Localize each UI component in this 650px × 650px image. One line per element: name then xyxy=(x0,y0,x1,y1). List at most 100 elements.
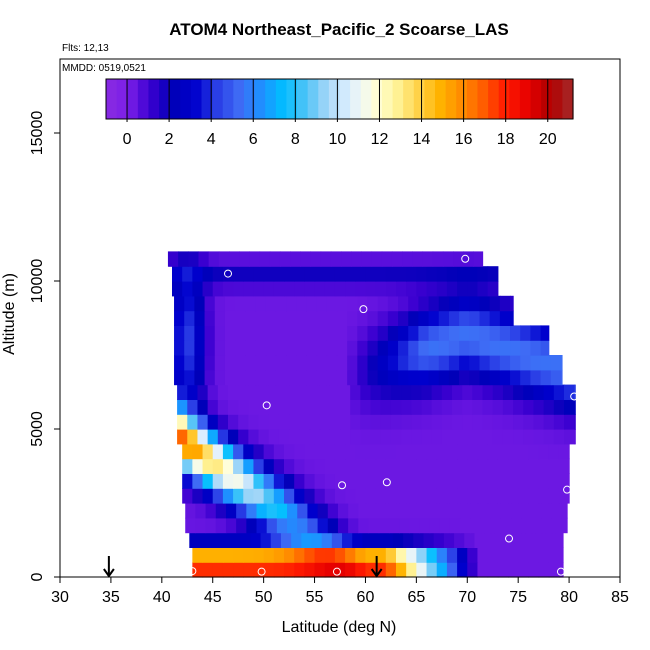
heatmap-cell xyxy=(233,562,244,578)
heatmap-cell xyxy=(299,384,311,400)
heatmap-cell xyxy=(452,414,463,430)
heatmap-cell xyxy=(273,443,285,460)
heatmap-cell xyxy=(275,325,287,341)
heatmap-cell xyxy=(390,384,402,400)
heatmap-cell xyxy=(214,325,226,341)
heatmap-cell xyxy=(178,251,189,267)
heatmap-cell xyxy=(523,429,535,445)
heatmap-cell xyxy=(401,414,412,430)
colorbar-segment xyxy=(201,79,213,119)
heatmap-cell xyxy=(246,517,258,534)
heatmap-cell xyxy=(273,281,285,297)
heatmap-cell xyxy=(304,562,316,578)
colorbar-segment xyxy=(222,79,234,119)
heatmap-cell xyxy=(541,517,553,534)
heatmap-cell xyxy=(273,473,285,489)
heatmap-cell xyxy=(238,399,249,415)
y-tick-label: 0 xyxy=(29,572,46,581)
heatmap-cell xyxy=(375,443,387,460)
heatmap-cell xyxy=(409,517,421,534)
sample-point xyxy=(262,401,271,410)
heatmap-cell xyxy=(385,458,397,474)
heatmap-cell xyxy=(185,503,197,519)
heatmap-cell xyxy=(326,295,338,312)
heatmap-cell xyxy=(436,547,448,563)
heatmap-cell xyxy=(528,547,540,563)
heatmap-cell xyxy=(195,517,207,534)
heatmap-cell xyxy=(385,547,397,563)
heatmap-cell xyxy=(187,414,199,430)
heatmap-cell xyxy=(258,384,270,400)
heatmap-cell xyxy=(545,532,557,548)
heatmap-cell xyxy=(174,355,185,371)
sample-point xyxy=(505,534,514,543)
heatmap-cell xyxy=(199,532,211,548)
heatmap-cell xyxy=(558,562,564,578)
heatmap-cell xyxy=(202,488,214,504)
heatmap-cell xyxy=(212,458,224,474)
heatmap-cell xyxy=(219,532,231,548)
sample-point xyxy=(224,269,232,278)
heatmap-cell xyxy=(284,473,295,489)
heatmap-cell xyxy=(310,251,322,267)
heatmap-cell xyxy=(296,295,307,312)
heatmap-cell xyxy=(215,517,227,534)
heatmap-cell xyxy=(214,295,226,312)
heatmap-cell xyxy=(408,369,419,386)
heatmap-cell xyxy=(182,443,193,460)
heatmap-cell xyxy=(479,355,491,371)
heatmap-cell xyxy=(256,517,268,534)
flight-arrow-icon xyxy=(103,556,115,578)
heatmap-cell xyxy=(202,547,214,563)
heatmap-cell xyxy=(540,369,552,386)
heatmap-cell xyxy=(558,458,570,474)
heatmap-cell xyxy=(561,517,568,534)
heatmap-cell xyxy=(284,547,295,563)
heatmap-cell xyxy=(243,458,255,474)
heatmap-cell xyxy=(233,281,244,297)
heatmap-cell xyxy=(423,532,435,548)
heatmap-cell xyxy=(287,503,298,519)
heatmap-cell xyxy=(387,355,399,371)
heatmap-cell xyxy=(334,443,346,460)
heatmap-cell xyxy=(472,384,484,400)
heatmap-cell xyxy=(574,429,576,445)
heatmap-cell xyxy=(510,340,521,356)
heatmap-cell xyxy=(457,443,468,460)
heatmap-cell xyxy=(246,503,258,519)
heatmap-cell xyxy=(531,517,543,534)
heatmap-cell xyxy=(538,562,550,578)
heatmap-cell xyxy=(357,325,369,341)
heatmap-cell xyxy=(192,547,204,563)
heatmap-cell xyxy=(489,325,501,341)
heatmap-cell xyxy=(513,414,524,430)
colorbar-segment xyxy=(307,79,319,119)
heatmap-cell xyxy=(368,503,380,519)
heatmap-cell xyxy=(309,384,321,400)
colorbar-segment xyxy=(381,79,394,119)
heatmap-cell xyxy=(268,414,280,430)
heatmap-cell xyxy=(380,429,392,445)
colorbar-tick-label: 16 xyxy=(455,131,473,148)
heatmap-cell xyxy=(286,310,297,326)
x-tick-label: 40 xyxy=(153,589,171,606)
heatmap-cell xyxy=(184,310,195,326)
heatmap-cell xyxy=(317,503,329,519)
heatmap-cell xyxy=(235,295,246,312)
heatmap-cell xyxy=(479,310,491,326)
heatmap-cell xyxy=(429,503,441,519)
heatmap-cell xyxy=(256,503,268,519)
colorbar-tick-label: 8 xyxy=(291,131,300,148)
heatmap-cell xyxy=(367,355,379,371)
heatmap-cell xyxy=(307,503,319,519)
heatmap-cell xyxy=(370,429,382,445)
heatmap-cell xyxy=(473,251,484,267)
heatmap-cell xyxy=(564,384,575,400)
heatmap-cell xyxy=(357,310,369,326)
heatmap-cell xyxy=(439,503,451,519)
heatmap-cell xyxy=(538,458,550,474)
heatmap-cell xyxy=(238,414,249,430)
heatmap-cell xyxy=(385,266,397,282)
heatmap-cell xyxy=(222,488,234,504)
heatmap-cell xyxy=(340,429,351,445)
